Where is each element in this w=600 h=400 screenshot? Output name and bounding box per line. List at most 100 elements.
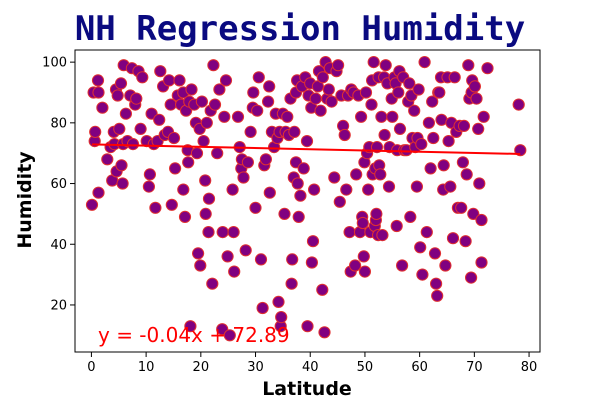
data-point (356, 216, 369, 230)
data-point (221, 250, 234, 263)
data-point (292, 210, 305, 223)
data-point (393, 122, 407, 135)
data-point (396, 259, 409, 272)
data-point (85, 198, 99, 211)
data-point (358, 265, 371, 278)
data-point (300, 135, 314, 148)
data-point (414, 241, 427, 254)
data-point (379, 59, 392, 72)
data-point (288, 125, 301, 138)
data-point (333, 195, 346, 208)
data-point (136, 71, 149, 84)
data-point (338, 128, 351, 142)
data-point (316, 283, 329, 296)
data-point (473, 177, 486, 190)
data-point (420, 226, 433, 239)
data-point (512, 98, 525, 111)
axis-ticks: 0 10 20 30 40 50 60 70 80 20 40 60 80 100 (42, 56, 537, 375)
x-tick-label: 80 (521, 360, 538, 375)
data-point (213, 83, 226, 96)
data-point (178, 210, 192, 223)
data-point (355, 110, 368, 123)
data-point (227, 226, 240, 239)
data-point (226, 183, 239, 196)
data-point (467, 207, 480, 220)
data-point (219, 74, 233, 87)
data-point (169, 162, 182, 175)
data-point (332, 59, 345, 72)
data-point (223, 329, 236, 342)
data-point (370, 207, 383, 220)
data-point (251, 104, 264, 117)
data-point (263, 80, 276, 93)
data-point (376, 229, 389, 242)
data-point (281, 110, 294, 123)
data-point (192, 247, 205, 260)
data-point (200, 116, 213, 129)
data-point (116, 177, 129, 190)
data-point (259, 153, 272, 166)
data-point (460, 168, 473, 181)
data-point (114, 77, 128, 90)
data-point (418, 56, 431, 69)
data-point (119, 107, 133, 120)
data-point (89, 125, 102, 138)
x-tick-label: 20 (193, 360, 210, 375)
data-point (439, 259, 452, 272)
data-point (231, 110, 245, 123)
data-point (153, 113, 166, 126)
data-point (262, 95, 275, 108)
data-point (340, 183, 353, 196)
data-point (294, 189, 307, 202)
data-point (305, 256, 318, 269)
data-point (194, 259, 207, 272)
data-point (143, 168, 156, 181)
y-axis-label: Humidity (14, 151, 36, 249)
data-point (316, 71, 329, 84)
data-point (142, 180, 155, 193)
data-point (343, 226, 356, 239)
data-point (208, 98, 222, 111)
data-point (275, 311, 288, 324)
data-point (202, 226, 215, 239)
data-point (115, 159, 128, 172)
data-point (96, 101, 109, 114)
data-point (263, 186, 276, 199)
data-point (165, 198, 178, 211)
data-point (126, 138, 140, 151)
data-point (408, 104, 421, 117)
data-point (101, 153, 114, 166)
y-tick-label: 40 (50, 238, 67, 253)
data-point (386, 110, 399, 123)
x-tick-label: 50 (357, 360, 374, 375)
data-point (410, 180, 423, 193)
data-point (475, 256, 488, 269)
data-point (177, 183, 190, 196)
data-point (477, 110, 490, 123)
data-point (392, 86, 405, 99)
regression-line-group (91, 143, 521, 155)
data-point (92, 86, 105, 99)
data-point (182, 156, 195, 169)
data-point (252, 71, 265, 84)
data-point (456, 156, 469, 169)
data-point (241, 156, 254, 169)
regression-line (91, 143, 521, 155)
data-point (448, 71, 461, 84)
data-point (91, 74, 105, 87)
data-point (446, 232, 460, 245)
data-points (85, 56, 527, 342)
x-tick-label: 30 (247, 360, 264, 375)
x-axis-label: Latitude (262, 378, 352, 400)
data-point (244, 125, 257, 138)
x-tick-label: 10 (138, 360, 155, 375)
data-point (424, 162, 437, 175)
data-point (206, 277, 219, 290)
x-tick-label: 70 (466, 360, 483, 375)
data-point (455, 201, 468, 214)
data-point (197, 135, 210, 148)
data-point (475, 213, 488, 227)
data-point (199, 207, 212, 220)
data-point (375, 110, 388, 123)
